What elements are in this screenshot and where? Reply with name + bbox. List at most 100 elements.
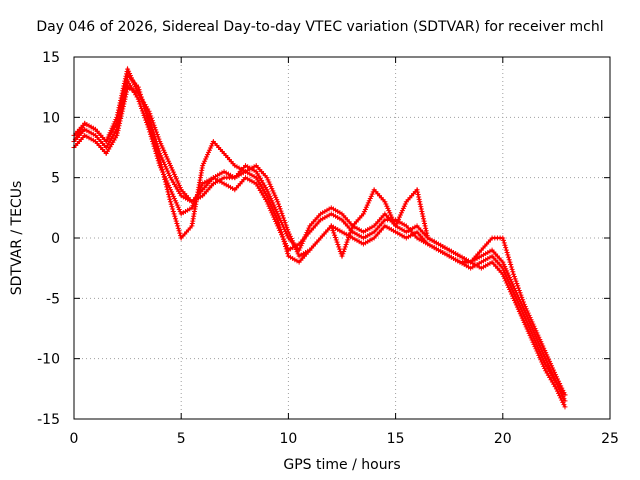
- data-point: [417, 199, 423, 205]
- data-point: [281, 239, 287, 245]
- data-point: [282, 220, 288, 226]
- data-point: [500, 259, 506, 265]
- data-point: [516, 302, 522, 308]
- data-point: [276, 201, 282, 207]
- data-point: [174, 202, 180, 208]
- data-point: [382, 199, 388, 205]
- series-track-4: [71, 72, 568, 398]
- data-point: [267, 181, 273, 187]
- data-point: [561, 402, 567, 408]
- data-point: [306, 225, 312, 231]
- data-point: [147, 123, 153, 129]
- data-point: [539, 353, 545, 359]
- data-point: [268, 183, 274, 189]
- data-point: [167, 160, 173, 166]
- data-point: [280, 234, 286, 240]
- data-point: [283, 243, 289, 249]
- data-point: [526, 324, 532, 330]
- data-point: [137, 89, 143, 95]
- data-point: [509, 285, 515, 291]
- data-point: [329, 225, 335, 231]
- data-point: [559, 385, 565, 391]
- data-point: [424, 233, 430, 239]
- data-point: [531, 323, 537, 329]
- data-point: [175, 225, 181, 231]
- data-point: [501, 240, 507, 246]
- data-point: [166, 158, 172, 164]
- data-point: [275, 217, 281, 223]
- data-point: [160, 169, 166, 175]
- data-point: [126, 68, 132, 74]
- data-point: [514, 280, 520, 286]
- data-point: [513, 278, 519, 284]
- data-point: [145, 116, 151, 122]
- data-point: [331, 230, 337, 236]
- data-point: [137, 91, 143, 97]
- data-point: [342, 244, 348, 250]
- data-point: [363, 204, 369, 210]
- data-point: [175, 180, 181, 186]
- data-point: [266, 197, 272, 203]
- data-point: [562, 404, 568, 410]
- data-point: [520, 299, 526, 305]
- data-point: [533, 328, 539, 334]
- data-point: [344, 239, 350, 245]
- data-point: [119, 96, 125, 102]
- data-point: [399, 208, 405, 214]
- data-point: [533, 340, 539, 346]
- chart-title: Day 046 of 2026, Sidereal Day-to-day VTE…: [36, 19, 604, 35]
- data-point: [551, 369, 557, 375]
- data-point: [542, 347, 548, 353]
- data-point: [389, 214, 395, 220]
- data-point: [393, 223, 399, 229]
- data-point: [271, 190, 277, 196]
- data-point: [515, 300, 521, 306]
- data-point: [201, 160, 207, 166]
- data-point: [271, 208, 277, 214]
- data-point: [328, 223, 334, 229]
- data-point: [330, 228, 336, 234]
- data-point: [545, 354, 551, 360]
- data-point: [122, 82, 128, 88]
- data-point: [156, 154, 162, 160]
- data-point: [560, 387, 566, 393]
- data-point: [557, 393, 563, 399]
- data-point: [272, 192, 278, 198]
- data-point: [264, 193, 270, 199]
- data-point: [148, 128, 154, 134]
- data-point: [280, 236, 286, 242]
- data-point: [505, 276, 511, 282]
- data-point: [386, 208, 392, 214]
- data-point: [177, 209, 183, 215]
- data-point: [557, 381, 563, 387]
- data-point: [366, 198, 372, 204]
- data-point: [176, 228, 182, 234]
- data-point: [501, 261, 507, 267]
- data-point: [177, 185, 183, 191]
- data-point: [155, 152, 161, 158]
- data-point: [278, 208, 284, 214]
- data-point: [273, 194, 279, 200]
- data-point: [140, 101, 146, 107]
- data-point: [388, 212, 394, 218]
- data-point: [335, 241, 341, 247]
- data-point: [421, 218, 427, 224]
- data-point: [173, 176, 179, 182]
- data-point: [157, 159, 163, 165]
- y-tick-label: 5: [51, 171, 60, 187]
- data-point: [538, 351, 544, 357]
- data-point: [119, 99, 125, 105]
- data-point: [166, 191, 172, 197]
- data-point: [168, 201, 174, 207]
- data-point: [519, 309, 525, 315]
- data-point: [153, 127, 159, 133]
- data-point: [274, 215, 280, 221]
- data-point: [531, 335, 537, 341]
- data-point: [334, 239, 340, 245]
- data-point: [171, 211, 177, 217]
- data-point: [423, 225, 429, 231]
- series-track-2: [71, 78, 568, 410]
- data-point: [340, 251, 346, 257]
- data-point: [206, 147, 212, 153]
- data-point: [265, 195, 271, 201]
